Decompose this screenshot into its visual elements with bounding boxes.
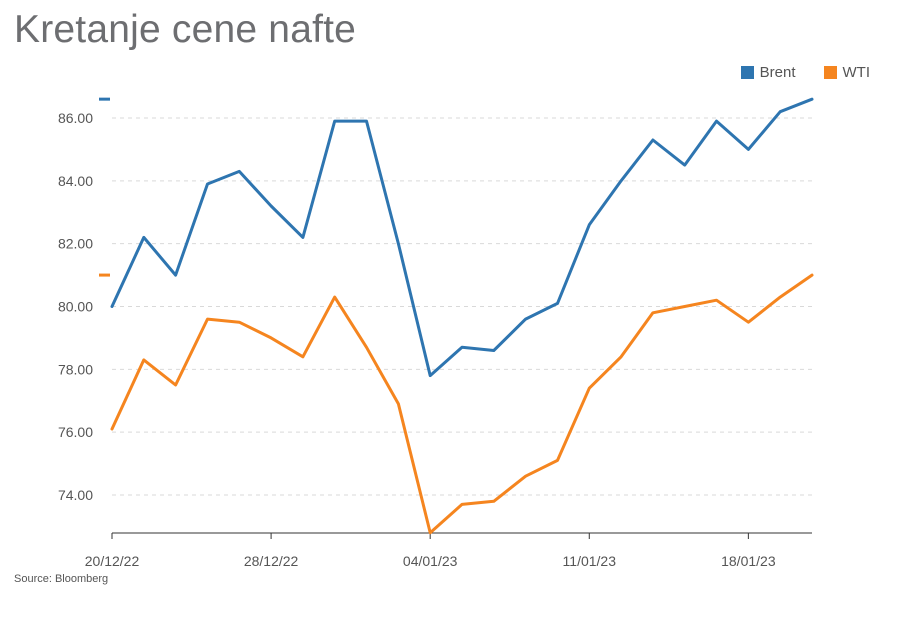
y-tick-label: 74.00	[58, 487, 93, 503]
chart-title: Kretanje cene nafte	[14, 8, 357, 51]
y-tick-label: 84.00	[58, 173, 93, 189]
source-note: Source: Bloomberg	[14, 573, 109, 585]
series-line-wti	[110, 273, 814, 535]
x-tick-label: 28/12/22	[244, 553, 299, 569]
legend-swatch-brent	[740, 66, 754, 79]
y-tick-label: 82.00	[58, 236, 93, 252]
y-tick-label: 76.00	[58, 424, 93, 440]
legend-item-wti: WTI	[823, 64, 871, 81]
legend-item-brent: Brent	[740, 64, 796, 81]
legend-swatch-wti	[823, 66, 837, 79]
x-tick-label: 20/12/22	[85, 553, 140, 569]
x-tick-label: 11/01/23	[563, 553, 617, 569]
x-tick-label: 18/01/23	[721, 553, 776, 569]
y-tick-label: 80.00	[58, 299, 93, 315]
x-tick-label: 04/01/23	[403, 553, 458, 569]
legend-label-brent: Brent	[759, 64, 796, 81]
series-line-brent	[110, 97, 814, 378]
y-tick-label: 86.00	[58, 110, 93, 126]
legend-label-wti: WTI	[842, 64, 871, 81]
y-tick-label: 78.00	[58, 361, 93, 377]
legend: Brent WTI	[740, 64, 871, 81]
